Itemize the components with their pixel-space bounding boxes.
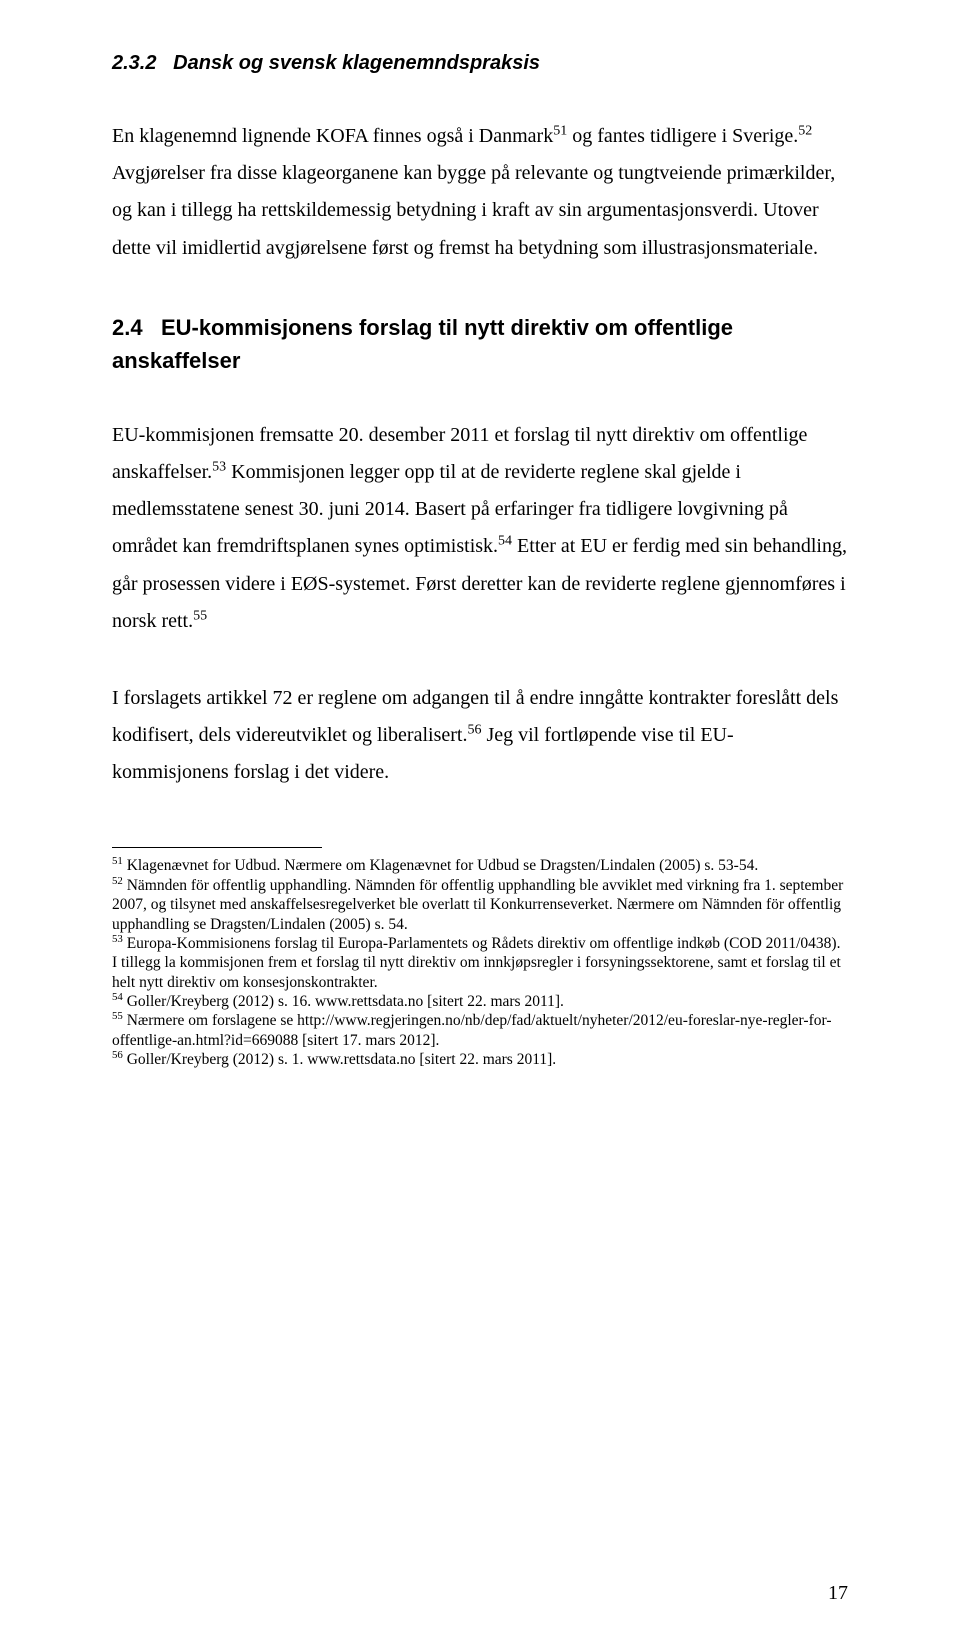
footnote-marker: 51 xyxy=(112,855,123,867)
body-text: og fantes tidligere i Sverige. xyxy=(567,125,798,147)
footnote-text: Nærmere om forslagene se http://www.regj… xyxy=(112,1012,832,1048)
section-number: 2.4 xyxy=(112,315,143,340)
footnote-text: Goller/Kreyberg (2012) s. 1. www.rettsda… xyxy=(123,1051,556,1068)
paragraph-2: EU-kommisjonen fremsatte 20. desember 20… xyxy=(112,417,848,640)
footnote-54: 54 Goller/Kreyberg (2012) s. 16. www.ret… xyxy=(112,992,848,1011)
footnote-marker: 53 xyxy=(112,933,123,945)
footnote-text: Klagenævnet for Udbud. Nærmere om Klagen… xyxy=(123,857,758,874)
footnote-marker: 56 xyxy=(112,1049,123,1061)
footnote-56: 56 Goller/Kreyberg (2012) s. 1. www.rett… xyxy=(112,1050,848,1069)
footnote-text: Goller/Kreyberg (2012) s. 16. www.rettsd… xyxy=(123,993,564,1010)
paragraph-1: En klagenemnd lignende KOFA finnes også … xyxy=(112,118,848,267)
section-number: 2.3.2 xyxy=(112,52,156,74)
footnote-ref-55: 55 xyxy=(193,608,207,623)
footnote-ref-54: 54 xyxy=(498,534,512,549)
footnote-marker: 55 xyxy=(112,1010,123,1022)
body-text: En klagenemnd lignende KOFA finnes også … xyxy=(112,125,553,147)
footnote-51: 51 Klagenævnet for Udbud. Nærmere om Kla… xyxy=(112,856,848,875)
section-title: Dansk og svensk klagenemndspraksis xyxy=(173,52,540,74)
footnotes-block: 51 Klagenævnet for Udbud. Nærmere om Kla… xyxy=(112,856,848,1069)
section-title: EU-kommisjonens forslag til nytt direkti… xyxy=(112,315,733,373)
section-heading-232: 2.3.2 Dansk og svensk klagenemndspraksis xyxy=(112,48,848,78)
footnote-ref-53: 53 xyxy=(212,459,226,474)
footnote-55: 55 Nærmere om forslagene se http://www.r… xyxy=(112,1011,848,1050)
footnote-marker: 54 xyxy=(112,991,123,1003)
footnote-52: 52 Nämnden för offentlig upphandling. Nä… xyxy=(112,876,848,934)
paragraph-3: I forslagets artikkel 72 er reglene om a… xyxy=(112,680,848,792)
footnote-text: Europa-Kommisionens forslag til Europa-P… xyxy=(112,935,841,991)
footnote-53: 53 Europa-Kommisionens forslag til Europ… xyxy=(112,934,848,992)
footnote-ref-52: 52 xyxy=(798,123,812,138)
section-heading-24: 2.4 EU-kommisjonens forslag til nytt dir… xyxy=(112,311,848,377)
footnotes-separator xyxy=(112,847,322,848)
footnote-text: Nämnden för offentlig upphandling. Nämnd… xyxy=(112,877,843,933)
body-text: Avgjørelser fra disse klageorganene kan … xyxy=(112,162,835,258)
footnote-ref-51: 51 xyxy=(553,123,567,138)
footnote-ref-56: 56 xyxy=(467,722,481,737)
page-number: 17 xyxy=(828,1578,848,1608)
footnote-marker: 52 xyxy=(112,875,123,887)
